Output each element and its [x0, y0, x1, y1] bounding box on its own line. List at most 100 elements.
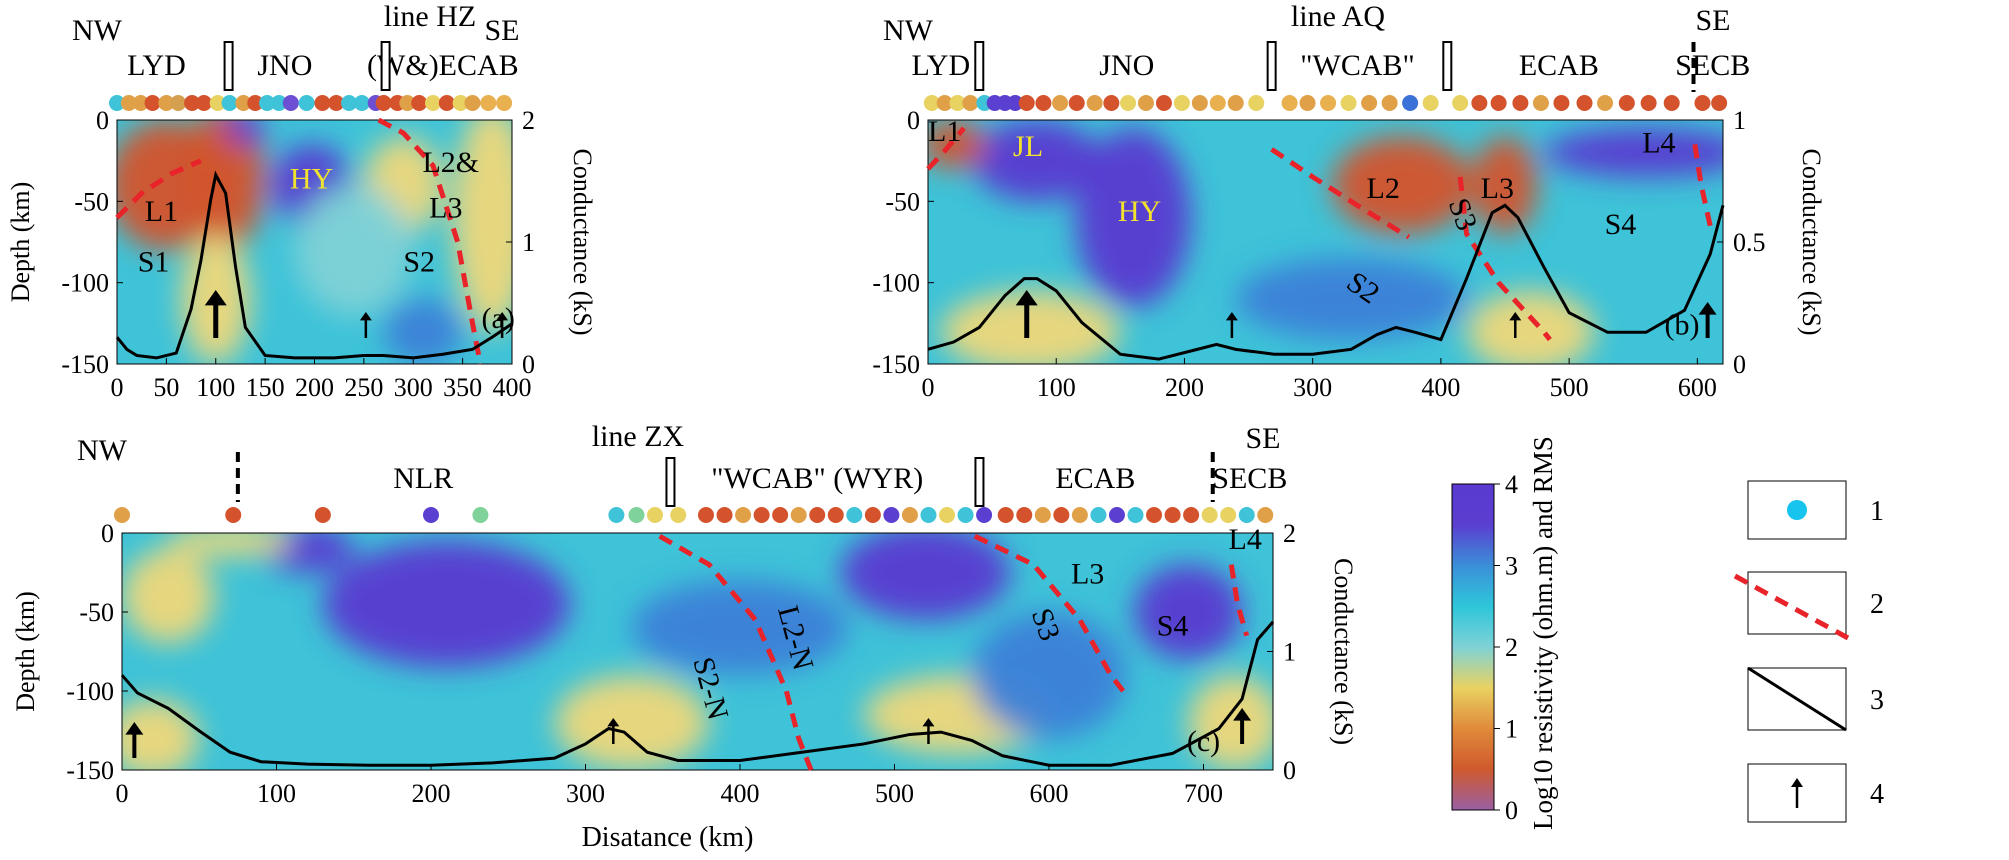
terrane-label: SECB [1675, 49, 1750, 82]
x-tick-label: 150 [246, 373, 285, 402]
mt-site [1281, 95, 1298, 111]
anomaly-yellow [940, 290, 1121, 364]
anomaly-blue [971, 612, 1127, 739]
anomaly-conductive [186, 120, 266, 251]
terrane-label: (W&)ECAB [367, 49, 519, 82]
mt-site [608, 507, 625, 523]
mt-site [846, 507, 863, 523]
x-tick-label: 200 [1165, 373, 1204, 402]
mt-site [883, 507, 900, 523]
mt-site [1711, 95, 1728, 111]
mt-site [1034, 507, 1051, 523]
legend-item-black-line: 3 [1747, 666, 1884, 732]
fault-line [1692, 144, 1713, 227]
mt-site [341, 95, 358, 111]
y2-tick-label: 2 [1283, 519, 1296, 548]
resistivity-blobs [117, 120, 512, 364]
mt-site [184, 95, 201, 111]
mt-site [144, 95, 161, 111]
colorbar-tick-label: 0 [1505, 796, 1518, 825]
mt-site [936, 95, 953, 111]
direction-se: SE [1245, 422, 1280, 455]
fault-line [1457, 176, 1552, 342]
y-tick-label: -50 [79, 598, 114, 627]
mt-site [452, 95, 469, 111]
mt-site [1007, 95, 1024, 111]
mt-site [1402, 95, 1419, 111]
terrane-label: LYD [127, 49, 186, 82]
mt-site [809, 507, 826, 523]
terrane-label: LYD [911, 49, 970, 82]
y-tick-label: -150 [61, 350, 109, 379]
conductance-curve [927, 203, 1725, 361]
x-tick-label: 400 [1421, 373, 1460, 402]
fault-line [1270, 147, 1411, 240]
direction-nw: NW [883, 14, 934, 47]
mt-site [209, 95, 226, 111]
line-title: line HZ [384, 0, 476, 33]
mt-site [697, 507, 714, 523]
x-tick-label: 400 [493, 373, 532, 402]
y2-axis-label: Conductance (kS) [1329, 558, 1358, 745]
mt-site [1220, 507, 1237, 523]
legend-number: 1 [1870, 496, 1884, 527]
section-annotation: HY [290, 162, 333, 195]
colorbar-tick-label: 2 [1505, 633, 1518, 662]
mt-site [827, 507, 844, 523]
mt-site [753, 507, 770, 523]
mt-site [1422, 95, 1439, 111]
mt-site [1191, 95, 1208, 111]
colorbar-tick-label: 3 [1505, 552, 1518, 581]
mt-site [496, 95, 513, 111]
x-tick-label: 300 [566, 779, 605, 808]
arrow-icon [1233, 708, 1252, 721]
mt-site [1640, 95, 1657, 111]
direction-se: SE [1695, 4, 1730, 37]
section-annotation: L2 [1367, 172, 1400, 205]
symbol-legend: 1 2 3 4 [1733, 480, 1884, 823]
mt-site [1137, 95, 1154, 111]
anomaly-conductive [928, 120, 986, 169]
mt-site [1299, 95, 1316, 111]
mt-site [1452, 95, 1469, 111]
mt-site [670, 507, 687, 523]
direction-nw: NW [72, 14, 123, 47]
section-annotation: L4 [1642, 127, 1675, 160]
mt-site [1209, 95, 1226, 111]
mt-site [120, 95, 137, 111]
direction-nw: NW [77, 434, 128, 467]
y2-tick-label: 1 [1283, 638, 1296, 667]
y-axis-label: Depth (km) [6, 182, 35, 303]
mt-site [1053, 507, 1070, 523]
anomaly-yellow [554, 675, 710, 770]
y2-axis-label: Conductance (kS) [568, 148, 597, 335]
x-tick-label: 200 [295, 373, 334, 402]
y-axis-label: Depth (km) [11, 591, 40, 712]
x-tick-label: 500 [875, 779, 914, 808]
terrane-boundary [223, 41, 234, 91]
arrow-icon [204, 290, 227, 306]
terrane-boundary [1266, 41, 1277, 91]
x-tick-label: 250 [344, 373, 383, 402]
section-annotation: L3 [1071, 558, 1104, 591]
section-annotation: HY [1118, 195, 1161, 228]
mt-site [901, 507, 918, 523]
anomaly-conductive [1472, 136, 1538, 234]
anomaly-resistive [1075, 128, 1191, 308]
x-tick-label: 500 [1550, 373, 1589, 402]
y2-tick-label: 1 [1733, 106, 1746, 135]
mt-site [221, 95, 238, 111]
mt-site [353, 95, 370, 111]
terrane-label: ECAB [1055, 462, 1135, 495]
mt-site [1340, 95, 1357, 111]
arrow-icon [1791, 778, 1803, 787]
y-tick-label: -100 [872, 269, 920, 298]
mt-site [1018, 95, 1035, 111]
resistivity-section [122, 533, 1273, 770]
mt-site [480, 95, 497, 111]
section-annotation: L2& [422, 146, 479, 179]
terrane-label: JNO [1099, 49, 1154, 82]
mt-site [298, 95, 315, 111]
mt-site [132, 95, 149, 111]
anomaly-light [294, 185, 414, 316]
